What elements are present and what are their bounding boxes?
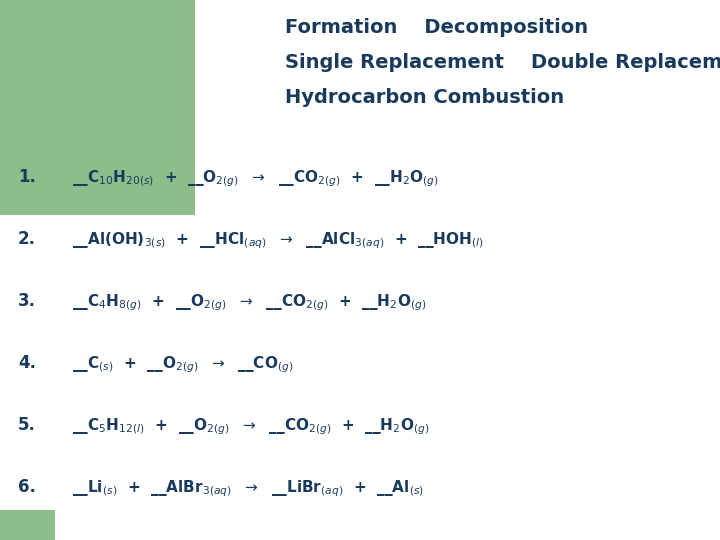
Text: 1.: 1. [18, 168, 36, 186]
Bar [0, 510, 55, 540]
Text: __Li$_{(s)}$  +  __AlBr$_{3(aq)}$  $\rightarrow$  __LiBr$_{(aq)}$  +  __Al$_{(s): __Li$_{(s)}$ + __AlBr$_{3(aq)}$ $\righta… [72, 478, 424, 498]
Text: __C$_4$H$_{8(g)}$  +  __O$_{2(g)}$  $\rightarrow$  __CO$_{2(g)}$  +  __H$_2$O$_{: __C$_4$H$_{8(g)}$ + __O$_{2(g)}$ $\right… [72, 292, 426, 313]
Text: Formation    Decomposition: Formation Decomposition [285, 18, 588, 37]
Bar [0, 0, 195, 215]
Text: 6.: 6. [18, 478, 36, 496]
Text: __Al(OH)$_{3(s)}$  +  __HCl$_{(aq)}$  $\rightarrow$  __AlCl$_{3(aq)}$  +  __HOH$: __Al(OH)$_{3(s)}$ + __HCl$_{(aq)}$ $\rig… [72, 230, 484, 251]
Text: Single Replacement    Double Replacement: Single Replacement Double Replacement [285, 53, 720, 72]
Text: Hydrocarbon Combustion: Hydrocarbon Combustion [285, 88, 564, 107]
Wedge shape [103, 215, 195, 307]
Text: __C$_{(s)}$  +  __O$_{2(g)}$  $\rightarrow$  __CO$_{(g)}$: __C$_{(s)}$ + __O$_{2(g)}$ $\rightarrow$… [72, 354, 293, 375]
Text: 2.: 2. [18, 230, 36, 248]
Text: 5.: 5. [18, 416, 36, 434]
Text: 3.: 3. [18, 292, 36, 310]
Text: __C$_5$H$_{12(l)}$  +  __O$_{2(g)}$  $\rightarrow$  __CO$_{2(g)}$  +  __H$_2$O$_: __C$_5$H$_{12(l)}$ + __O$_{2(g)}$ $\righ… [72, 416, 429, 437]
Text: 4.: 4. [18, 354, 36, 372]
Text: __C$_{10}$H$_{20(s)}$  +  __O$_{2(g)}$  $\rightarrow$  __CO$_{2(g)}$  +  __H$_2$: __C$_{10}$H$_{20(s)}$ + __O$_{2(g)}$ $\r… [72, 168, 438, 188]
